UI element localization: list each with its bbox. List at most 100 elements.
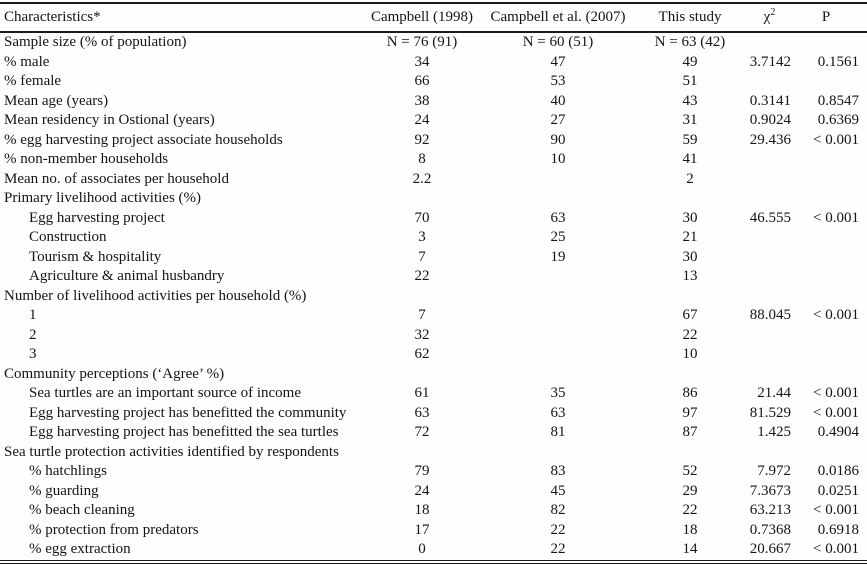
- value-campbell-2007: [482, 267, 634, 287]
- value-this-study: 86: [682, 385, 698, 401]
- chi-symbol: χ: [763, 9, 771, 25]
- value-campbell-1998: N = 76 (91): [386, 34, 458, 50]
- value-chi-squared: 20.667: [749, 541, 791, 557]
- characteristic-cell: 2: [29, 326, 37, 343]
- characteristic-cell: % hatchlings: [29, 463, 107, 479]
- header-row: Characteristics* Campbell (1998) Campbel…: [0, 4, 867, 33]
- value-this-study: 51: [682, 73, 698, 89]
- value-chi-squared: 63.213: [749, 502, 791, 518]
- value-p: [793, 248, 867, 268]
- value-campbell-1998: 38: [414, 92, 430, 109]
- value-campbell-2007: 83: [550, 463, 566, 479]
- table-row: Egg harvesting project has benefitted th…: [0, 423, 867, 443]
- value-chi-squared: 3.7142: [749, 53, 791, 70]
- value-this-study: [634, 365, 746, 385]
- table-row: Construction 3 25 21: [0, 228, 867, 248]
- value-p: [793, 287, 867, 307]
- value-campbell-1998: 18: [414, 502, 430, 518]
- value-this-study: 30: [682, 209, 698, 226]
- characteristic-cell: % guarding: [29, 482, 99, 499]
- characteristic-cell: % egg extraction: [29, 541, 131, 557]
- table-row: Mean age (years) 38 40 43 0.3141 0.8547: [0, 92, 867, 112]
- value-chi-squared: 0.7368: [749, 521, 791, 538]
- value-this-study: 29: [682, 482, 698, 499]
- value-chi-squared: [746, 443, 793, 463]
- value-chi-squared: [746, 287, 793, 307]
- value-campbell-2007: 35: [550, 385, 566, 401]
- value-this-study: 22: [682, 502, 698, 518]
- value-campbell-2007: 63: [550, 209, 566, 226]
- value-this-study: 10: [682, 346, 698, 362]
- table-row: 3 62 10: [0, 345, 867, 365]
- value-campbell-1998: 92: [414, 131, 430, 148]
- value-this-study: [634, 189, 746, 209]
- table-row: Community perceptions (‘Agree’ %): [0, 365, 867, 385]
- table-row: 2 32 22: [0, 326, 867, 346]
- value-p: [793, 326, 867, 346]
- value-campbell-2007: 63: [550, 404, 566, 421]
- value-campbell-2007: 47: [550, 53, 566, 70]
- value-campbell-2007: 45: [550, 482, 566, 499]
- characteristic-cell: Sea turtle protection activities identif…: [4, 443, 339, 460]
- characteristic-cell: Sample size (% of population): [4, 34, 187, 50]
- table-row: Mean residency in Ostional (years) 24 27 31…: [0, 111, 867, 131]
- characteristic-cell: Tourism & hospitality: [29, 248, 162, 265]
- table-row: Tourism & hospitality 7 19 30: [0, 248, 867, 268]
- value-p: 0.0251: [817, 482, 859, 499]
- value-chi-squared: 0.3141: [749, 92, 791, 109]
- column-header-campbell-1998: Campbell (1998): [362, 4, 482, 33]
- value-campbell-1998: 7: [418, 248, 426, 265]
- value-campbell-2007: 22: [550, 521, 566, 538]
- value-chi-squared: 0.9024: [749, 112, 791, 128]
- characteristic-cell: Community perceptions (‘Agree’ %): [4, 365, 225, 382]
- value-campbell-2007: 19: [550, 248, 566, 265]
- table-row: Sea turtle protection activities identif…: [0, 443, 867, 463]
- value-chi-squared: 21.44: [757, 385, 791, 401]
- column-header-campbell-2007: Campbell et al. (2007): [482, 4, 634, 33]
- table-row: Egg harvesting project 70 63 30 46.555 < 0.00…: [0, 209, 867, 229]
- value-chi-squared: [746, 150, 793, 170]
- value-this-study: 52: [682, 463, 698, 479]
- value-campbell-1998: [362, 365, 482, 385]
- table-body: Sample size (% of population) N = 76 (91)…: [0, 32, 867, 560]
- value-p: < 0.001: [813, 404, 859, 421]
- table-header: Characteristics* Campbell (1998) Campbel…: [0, 4, 867, 33]
- value-chi-squared: 88.045: [749, 307, 791, 323]
- value-this-study: 30: [682, 248, 698, 265]
- table-row: Sea turtles are an important source of i…: [0, 384, 867, 404]
- value-p: 0.0186: [817, 463, 859, 479]
- value-campbell-2007: 90: [550, 131, 566, 148]
- value-campbell-2007: [482, 306, 634, 326]
- value-p: [793, 72, 867, 92]
- value-campbell-2007: [482, 345, 634, 365]
- value-campbell-2007: [482, 287, 634, 307]
- value-campbell-1998: 34: [414, 53, 430, 70]
- value-this-study: 97: [682, 404, 698, 421]
- value-campbell-2007: [482, 365, 634, 385]
- value-campbell-1998: [362, 287, 482, 307]
- value-p: 0.6369: [817, 112, 859, 128]
- value-chi-squared: 81.529: [749, 404, 791, 421]
- value-campbell-1998: [362, 443, 482, 463]
- characteristic-cell: Primary livelihood activities (%): [4, 190, 202, 206]
- column-header-chi-squared: χ2: [746, 4, 793, 33]
- value-chi-squared: 7.972: [757, 463, 791, 479]
- value-this-study: 87: [682, 424, 698, 440]
- value-this-study: 49: [682, 53, 698, 70]
- value-chi-squared: [746, 72, 793, 92]
- value-campbell-2007: N = 60 (51): [522, 34, 594, 50]
- value-p: [793, 267, 867, 287]
- characteristic-cell: Egg harvesting project has benefitted th…: [29, 424, 339, 440]
- value-p: < 0.001: [813, 385, 859, 401]
- value-campbell-2007: 25: [550, 229, 566, 245]
- value-this-study: [634, 443, 746, 463]
- value-p: < 0.001: [813, 131, 859, 148]
- chi-superscript: 2: [770, 7, 776, 18]
- table-row: Sample size (% of population) N = 76 (91)…: [0, 32, 867, 53]
- value-chi-squared: [746, 248, 793, 268]
- table-row: % egg extraction 0 22 14 20.667 < 0.001: [0, 540, 867, 560]
- table-row: % non-member households 8 10 41: [0, 150, 867, 170]
- table-row: % guarding 24 45 29 7.3673 0.0251: [0, 482, 867, 502]
- table-row: % beach cleaning 18 82 22 63.213 < 0.001: [0, 501, 867, 521]
- value-campbell-2007: 81: [550, 424, 566, 440]
